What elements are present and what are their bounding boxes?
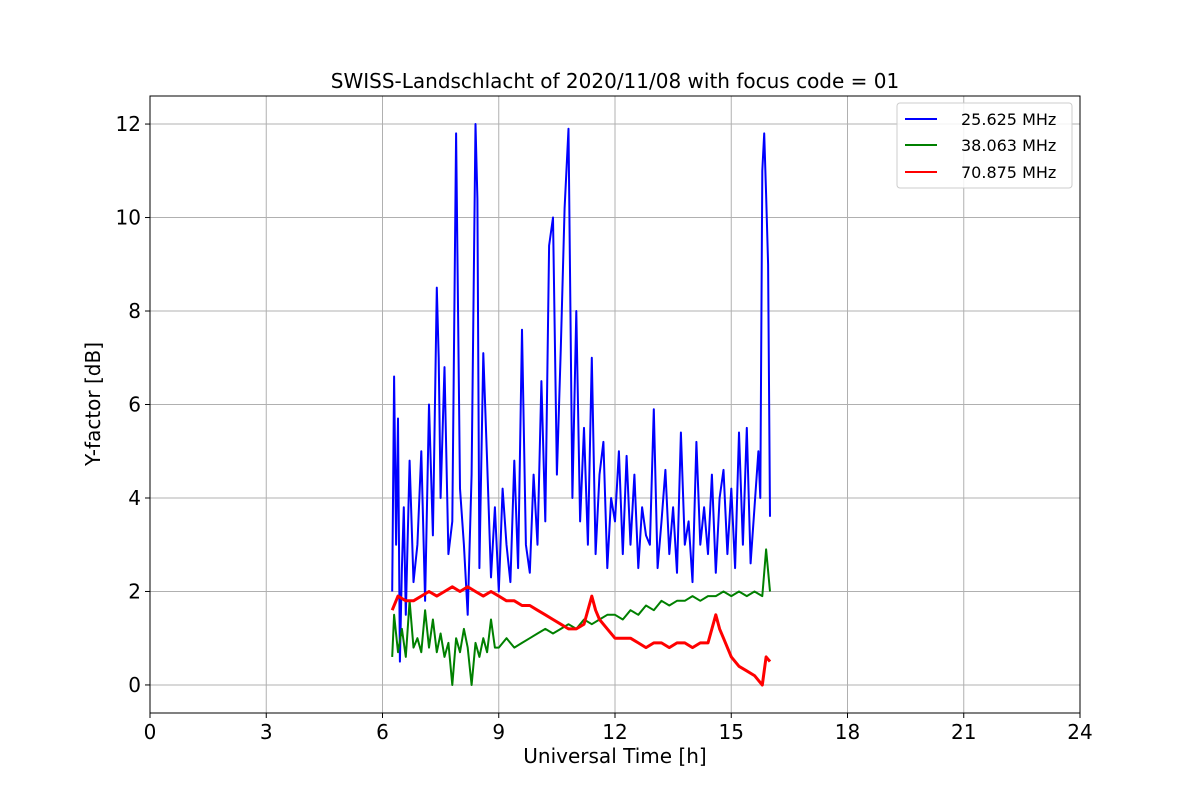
series-line-25-625 xyxy=(391,123,771,663)
chart-title: SWISS-Landschlacht of 2020/11/08 with fo… xyxy=(331,69,899,93)
x-tick-label: 18 xyxy=(835,720,860,744)
x-tick-label: 9 xyxy=(492,720,505,744)
x-tick-label: 15 xyxy=(719,720,744,744)
y-tick-label: 12 xyxy=(116,112,141,136)
y-tick-label: 0 xyxy=(128,673,141,697)
y-tick-label: 10 xyxy=(116,206,141,230)
series-line-70-875 xyxy=(390,585,772,687)
x-tick-label: 12 xyxy=(602,720,627,744)
y-tick-label: 2 xyxy=(128,579,141,603)
legend-label-70-875: 70.875 MHz xyxy=(961,163,1056,182)
x-tick-label: 0 xyxy=(144,720,157,744)
legend-box xyxy=(896,102,1073,189)
x-axis-label: Universal Time [h] xyxy=(523,744,706,768)
x-tick-label: 24 xyxy=(1067,720,1092,744)
y-tick-label: 4 xyxy=(128,486,141,510)
series-line-38-063 xyxy=(391,548,771,686)
x-tick-label: 21 xyxy=(951,720,976,744)
x-tick-label: 3 xyxy=(260,720,273,744)
y-tick-label: 8 xyxy=(128,299,141,323)
x-tick-label: 6 xyxy=(376,720,389,744)
y-tick-label: 6 xyxy=(128,393,141,417)
series-lines xyxy=(390,123,772,687)
legend: 25.625 MHz 38.063 MHz 70.875 MHz xyxy=(896,102,1073,189)
y-axis-label: Y-factor [dB] xyxy=(81,342,105,467)
legend-label-25-625: 25.625 MHz xyxy=(961,110,1056,129)
legend-label-38-063: 38.063 MHz xyxy=(961,136,1056,155)
